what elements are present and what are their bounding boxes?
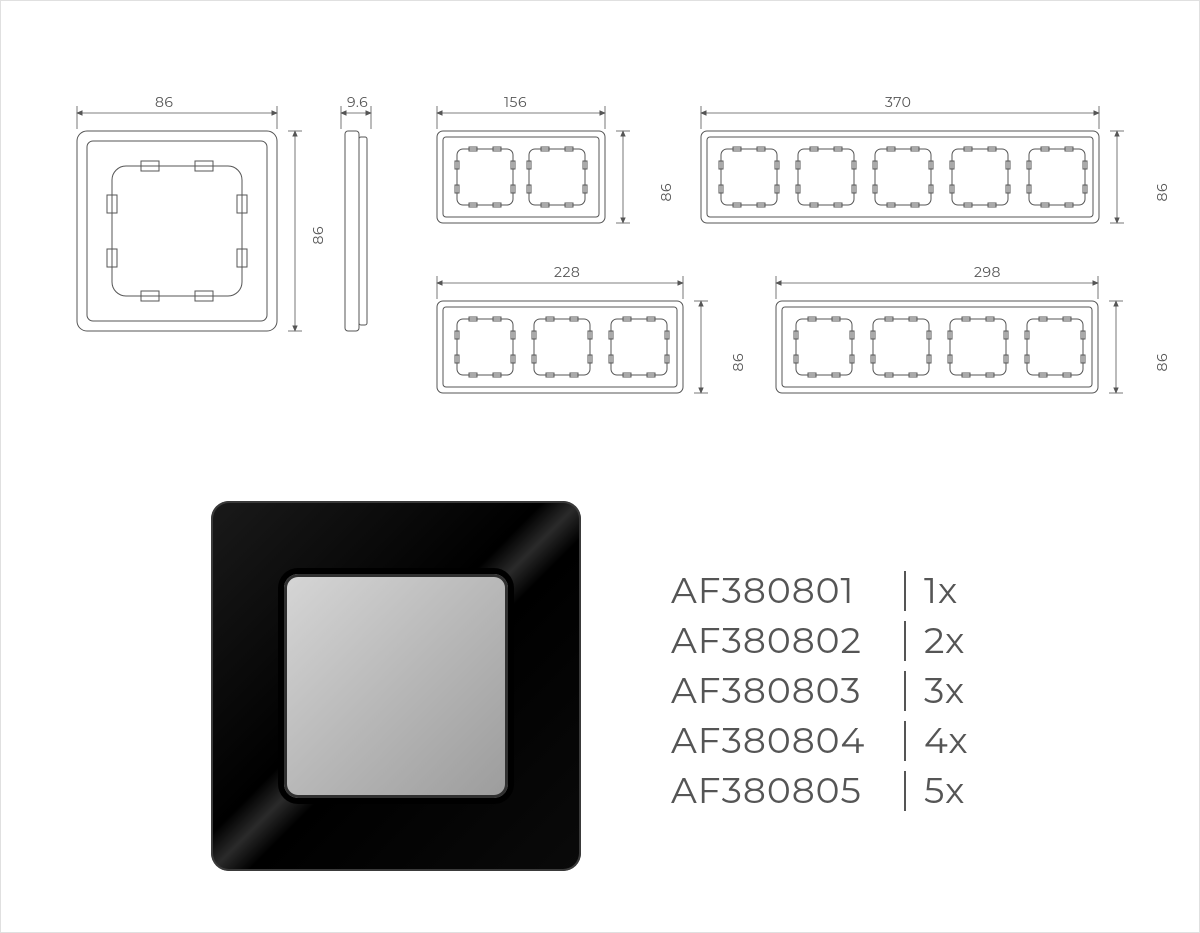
product-photo-aperture: [284, 574, 508, 798]
sku-code: AF380802: [671, 619, 886, 663]
sku-row-3: AF380803 3x: [671, 669, 984, 713]
sku-code: AF380803: [671, 669, 886, 713]
sku-code: AF380805: [671, 769, 886, 813]
sku-gang: 2x: [924, 619, 984, 663]
sku-separator: [904, 621, 906, 661]
sku-code: AF380804: [671, 719, 886, 763]
drawing-gang1: [77, 106, 302, 331]
sku-code: AF380801: [671, 569, 886, 613]
drawing-gang3: [437, 276, 708, 393]
sku-row-1: AF380801 1x: [671, 569, 984, 613]
sku-separator: [904, 771, 906, 811]
drawing-gang2: [437, 106, 630, 223]
drawing-gang5: [701, 106, 1124, 223]
sku-gang: 5x: [924, 769, 984, 813]
sku-separator: [904, 671, 906, 711]
sku-separator: [904, 721, 906, 761]
drawing-gang4: [776, 276, 1123, 393]
sku-gang: 1x: [924, 569, 984, 613]
sku-row-5: AF380805 5x: [671, 769, 984, 813]
technical-drawings: [1, 1, 1200, 461]
sku-row-2: AF380802 2x: [671, 619, 984, 663]
sku-gang: 4x: [924, 719, 984, 763]
product-dimension-sheet: 86 9.6 156 370 228 298 86 86 86 86 86: [0, 0, 1200, 933]
sku-separator: [904, 571, 906, 611]
sku-row-4: AF380804 4x: [671, 719, 984, 763]
drawing-profile: [341, 106, 371, 331]
sku-gang: 3x: [924, 669, 984, 713]
